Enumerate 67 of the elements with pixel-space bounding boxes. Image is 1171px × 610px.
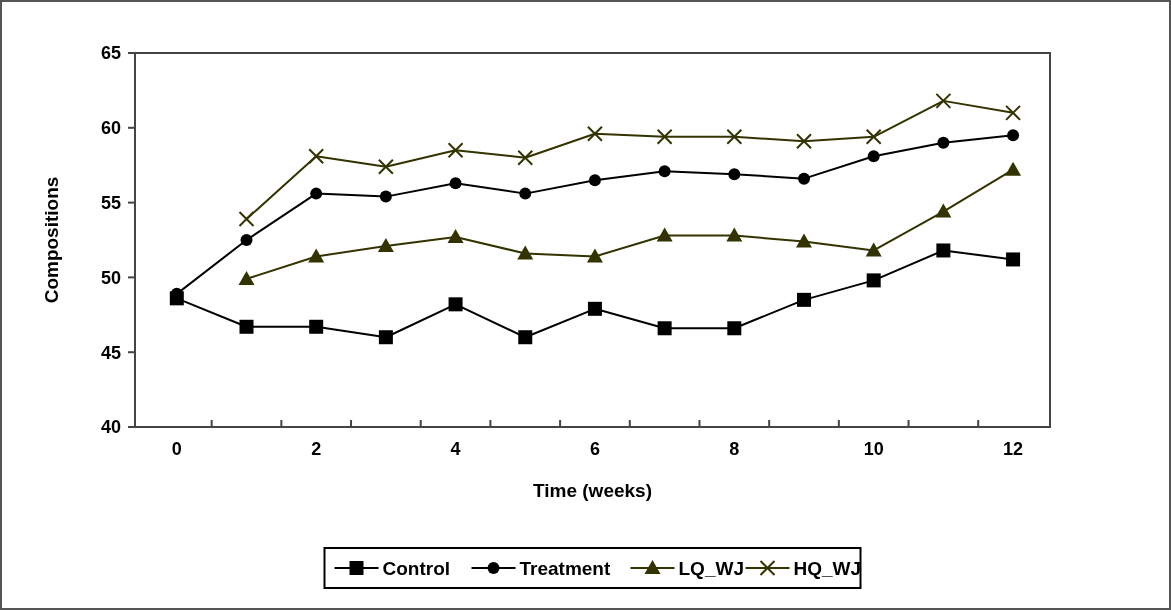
point bbox=[935, 203, 952, 218]
point bbox=[726, 227, 743, 242]
x-tick-label: 0 bbox=[171, 439, 182, 459]
x-tick-label: 12 bbox=[1003, 439, 1024, 459]
point bbox=[308, 248, 325, 263]
point bbox=[448, 297, 463, 312]
point bbox=[1006, 252, 1021, 267]
point bbox=[656, 227, 673, 242]
point bbox=[865, 128, 882, 145]
point bbox=[796, 233, 812, 248]
point bbox=[519, 187, 532, 200]
y-axis-title: Compositions bbox=[41, 176, 62, 304]
y-tick-label: 65 bbox=[100, 43, 121, 64]
point bbox=[238, 270, 255, 285]
point bbox=[308, 148, 325, 165]
point bbox=[937, 136, 950, 149]
point bbox=[586, 248, 603, 263]
point bbox=[447, 142, 464, 159]
x-tick-label: 4 bbox=[450, 439, 461, 459]
point bbox=[449, 177, 462, 190]
point bbox=[586, 125, 603, 142]
y-tick-label: 55 bbox=[100, 192, 121, 213]
point bbox=[726, 128, 743, 145]
y-tick-label: 45 bbox=[100, 342, 121, 363]
point bbox=[517, 149, 534, 166]
point bbox=[658, 165, 671, 178]
point bbox=[867, 150, 880, 163]
y-tick-label: 50 bbox=[100, 267, 121, 288]
point bbox=[238, 211, 255, 228]
x-axis-title: Time (weeks) bbox=[533, 480, 652, 501]
point bbox=[587, 301, 602, 316]
point bbox=[935, 92, 952, 109]
x-tick-label: 6 bbox=[589, 439, 600, 459]
point bbox=[728, 168, 741, 181]
point bbox=[518, 330, 533, 345]
legend-label: Treatment bbox=[519, 557, 611, 579]
point bbox=[656, 128, 673, 145]
point bbox=[378, 330, 393, 345]
point bbox=[657, 321, 672, 336]
point bbox=[377, 158, 394, 175]
point bbox=[1007, 129, 1020, 142]
x-tick-label: 2 bbox=[311, 439, 322, 459]
point bbox=[240, 234, 253, 246]
point bbox=[798, 172, 810, 185]
legend-label: Control bbox=[382, 557, 451, 579]
point bbox=[797, 292, 811, 307]
point bbox=[1005, 161, 1022, 176]
point bbox=[866, 273, 881, 288]
point bbox=[309, 319, 324, 334]
point bbox=[377, 237, 394, 252]
point bbox=[936, 243, 951, 258]
x-tick-label: 10 bbox=[863, 439, 884, 459]
y-tick-label: 40 bbox=[100, 417, 121, 438]
point bbox=[796, 133, 812, 150]
point bbox=[1005, 104, 1022, 121]
point bbox=[517, 245, 534, 260]
y-tick-label: 60 bbox=[100, 118, 121, 139]
point bbox=[727, 321, 742, 336]
x-tick-label: 8 bbox=[729, 439, 740, 459]
point bbox=[379, 190, 392, 203]
point bbox=[865, 242, 882, 257]
legend-label: LQ_WJ bbox=[678, 557, 744, 579]
point bbox=[310, 187, 323, 200]
legend-label: HQ_WJ bbox=[793, 557, 862, 579]
point bbox=[239, 319, 254, 334]
point bbox=[447, 229, 464, 244]
point bbox=[588, 174, 601, 187]
